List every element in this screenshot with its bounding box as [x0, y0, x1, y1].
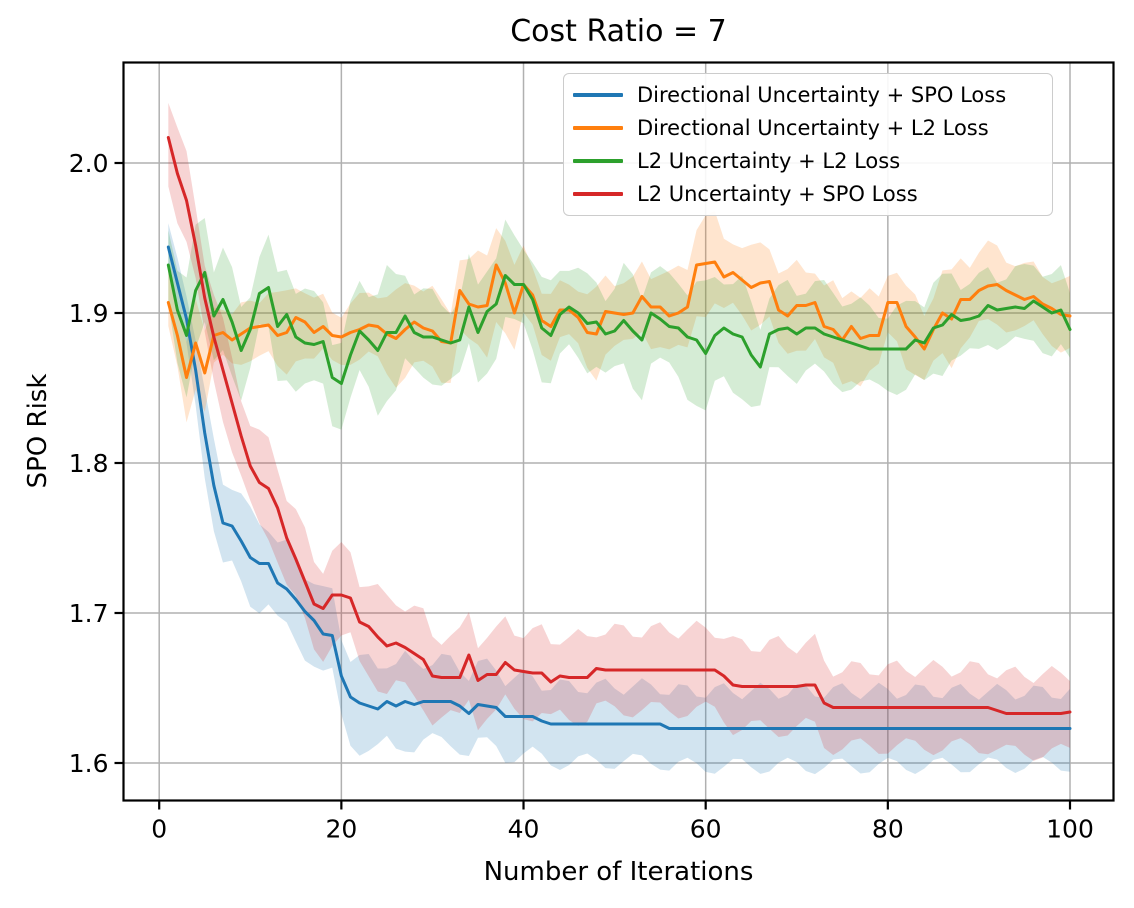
- legend-label: Directional Uncertainty + SPO Loss: [637, 82, 1007, 107]
- legend: Directional Uncertainty + SPO Loss Direc…: [563, 73, 1053, 216]
- confidence-band-3: [168, 102, 1071, 761]
- legend-label: L2 Uncertainty + L2 Loss: [637, 149, 901, 174]
- legend-label: Directional Uncertainty + L2 Loss: [637, 115, 989, 140]
- chart-title: Cost Ratio = 7: [510, 13, 727, 49]
- confidence-band-0: [168, 223, 1071, 775]
- x-tick-label-40: 40: [508, 815, 540, 844]
- x-tick-label-100: 100: [1046, 815, 1094, 844]
- series-line-3: [166, 136, 1072, 715]
- legend-label: L2 Uncertainty + SPO Loss: [637, 182, 918, 207]
- x-tick-label-0: 0: [151, 815, 167, 844]
- legend-item-green: L2 Uncertainty + L2 Loss: [573, 145, 1052, 178]
- x-axis-label: Number of Iterations: [483, 857, 754, 887]
- y-tick-label-1.6: 1.6: [69, 749, 109, 778]
- y-tick-label-1.7: 1.7: [69, 599, 109, 628]
- legend-line-swatch-green: [573, 159, 623, 164]
- x-tick-label-60: 60: [690, 815, 722, 844]
- y-axis-label: SPO Risk: [23, 373, 53, 489]
- x-tick-label-80: 80: [872, 815, 904, 844]
- y-tick-label-1.9: 1.9: [69, 299, 109, 328]
- legend-line-swatch-orange: [573, 125, 623, 130]
- confidence-band-1: [168, 210, 1071, 423]
- legend-item-blue: Directional Uncertainty + SPO Loss: [573, 78, 1052, 111]
- axes-spines: [122, 61, 1115, 802]
- y-tick-label-1.8: 1.8: [69, 449, 109, 478]
- series-line-0: [166, 245, 1072, 730]
- series-line-2: [166, 263, 1072, 385]
- legend-line-swatch-blue: [573, 92, 623, 97]
- legend-line-swatch-red: [573, 192, 623, 197]
- x-tick-label-20: 20: [325, 815, 357, 844]
- y-tick-label-2: 2.0: [69, 149, 109, 178]
- legend-item-red: L2 Uncertainty + SPO Loss: [573, 178, 1052, 211]
- legend-item-orange: Directional Uncertainty + L2 Loss: [573, 111, 1052, 144]
